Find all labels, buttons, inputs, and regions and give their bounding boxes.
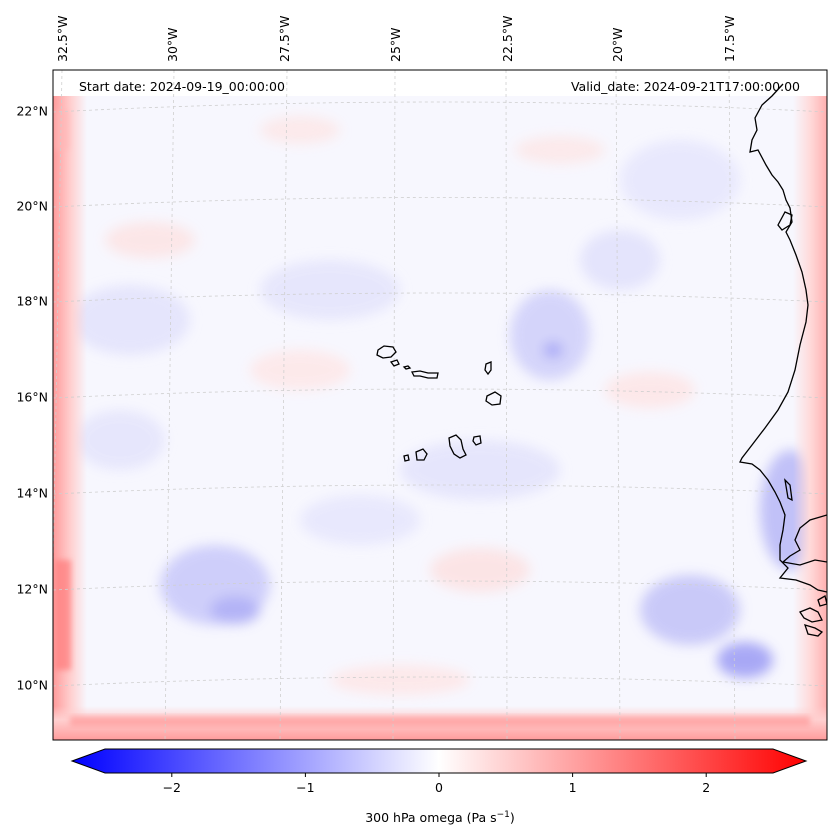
lat-label: 18°N: [16, 294, 48, 309]
island-sao-vicente: [389, 359, 400, 367]
lon-label: 17.5°W: [722, 16, 737, 62]
lat-label: 22°N: [16, 104, 48, 119]
map-frame: [52, 69, 828, 741]
island-santa-luzia: [402, 365, 412, 370]
colorbar-tick-label: −2: [163, 780, 181, 795]
colorbar: −2 −1 0 1 2 300 hPa omega (Pa s−1): [70, 748, 808, 825]
island-fogo: [415, 448, 428, 461]
lat-label: 20°N: [16, 199, 48, 214]
valid-date-label: Valid_date: 2024-09-21T17:00:00.00: [571, 79, 800, 94]
cape-verde-islands: [376, 345, 502, 462]
lat-label: 14°N: [16, 486, 48, 501]
island-sal: [484, 361, 492, 376]
lon-label: 20°W: [610, 27, 625, 62]
coastline: [739, 83, 827, 637]
lat-label: 12°N: [16, 582, 48, 597]
island-maio: [472, 435, 482, 446]
gridlines: [53, 70, 827, 740]
lat-label: 10°N: [16, 678, 48, 693]
island-santo-antao: [376, 345, 397, 359]
longitude-labels: 32.5°W 30°W 27.5°W 25°W 22.5°W 20°W 17.5…: [55, 16, 737, 62]
lon-label: 30°W: [165, 27, 180, 62]
colorbar-tick-label: −1: [296, 780, 314, 795]
colorbar-tick-label: 0: [435, 780, 443, 795]
colorbar-gradient: [70, 748, 808, 774]
island-brava: [403, 454, 410, 462]
lon-label: 27.5°W: [277, 16, 292, 62]
colorbar-tick-label: 1: [569, 780, 577, 795]
colorbar-title: 300 hPa omega (Pa s−1): [365, 810, 515, 825]
lon-label: 22.5°W: [500, 16, 515, 62]
lon-label: 25°W: [388, 27, 403, 62]
island-santiago: [448, 434, 467, 459]
latitude-labels: 22°N 20°N 18°N 16°N 14°N 12°N 10°N: [16, 104, 48, 693]
start-date-label: Start date: 2024-09-19_00:00:00: [79, 79, 285, 94]
lon-label: 32.5°W: [55, 16, 70, 62]
africa-coast: [739, 83, 827, 593]
island-boa-vista: [485, 391, 502, 406]
omega-field: [53, 70, 827, 740]
lat-label: 16°N: [16, 390, 48, 405]
colorbar-ticks: −2 −1 0 1 2: [163, 773, 710, 795]
colorbar-tick-label: 2: [702, 780, 710, 795]
island-sao-nicolau: [411, 370, 439, 379]
